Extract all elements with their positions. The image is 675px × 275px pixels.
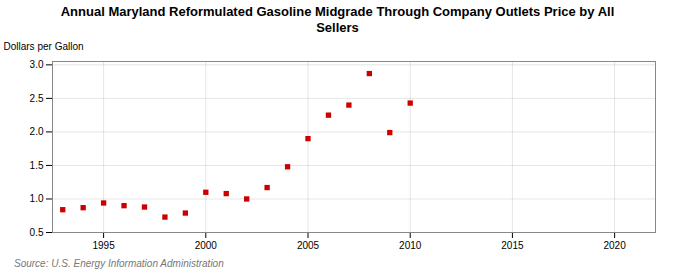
svg-text:2005: 2005 [297, 239, 320, 250]
svg-text:Dollars per Gallon: Dollars per Gallon [4, 40, 84, 51]
html-text:Source: U.S. Energy Informatio: Source: U.S. Energy Information Administ… [14, 257, 224, 269]
html-text:Annual Maryland Reformulated G: Annual Maryland Reformulated Gasoline Mi… [60, 4, 615, 36]
svg-text:2000: 2000 [195, 239, 218, 250]
svg-text:2010: 2010 [399, 239, 422, 250]
svg-text:0.5: 0.5 [30, 226, 44, 237]
svg-text:1.5: 1.5 [30, 159, 44, 170]
svg-text:2020: 2020 [603, 239, 626, 250]
svg-text:1.0: 1.0 [30, 193, 44, 204]
svg-text:1995: 1995 [92, 239, 115, 250]
svg-text:2015: 2015 [501, 239, 524, 250]
svg-text:2.5: 2.5 [30, 92, 44, 103]
svg-text:3.0: 3.0 [30, 59, 44, 70]
svg-text:2.0: 2.0 [30, 126, 44, 137]
